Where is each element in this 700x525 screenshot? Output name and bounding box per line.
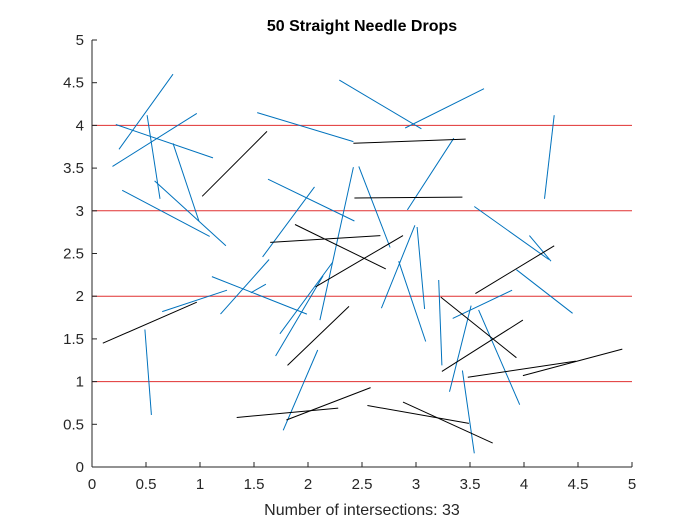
x-tick-label: 0 [88,476,96,493]
needle-segment [452,289,513,319]
axes: 0 0.5 1 1.5 2 2.5 3 3.5 4 4.5 5 0 0.5 1 1.5 2 2.5 3 3.5 4 4.… [63,32,636,493]
y-tick-label: 0.5 [63,416,84,433]
needle-segment [516,269,573,314]
needle-segment [279,261,334,335]
needle-segment [172,143,200,222]
needle-segment [286,387,371,421]
needle-segment [144,329,152,415]
needle-segment [354,196,463,199]
needle-segment [262,186,315,258]
needle-segment [315,235,404,288]
needle-segment [398,261,427,342]
needle-segments [102,73,623,454]
x-tick-label: 2.5 [352,476,373,493]
y-tick-label: 5 [76,32,84,49]
needle-segment [236,407,339,418]
needle-segment [353,138,466,144]
x-tick-label: 1 [196,476,204,493]
x-tick-label: 3 [412,476,420,493]
needle-segment [211,276,308,315]
chart-title: 50 Straight Needle Drops [267,18,457,35]
needle-segment [220,259,270,315]
needle-segment [358,166,391,248]
needle-segment [475,245,555,295]
needle-segment [115,124,214,159]
x-tick-label: 0.5 [136,476,157,493]
needle-segment [154,180,227,247]
needle-segment [404,88,485,129]
reference-lines [92,124,632,383]
x-tick-label: 1.5 [244,476,265,493]
needle-segment [522,348,623,377]
needle-segment [441,319,524,372]
x-axis-label: Number of intersections: 33 [264,502,460,519]
y-tick-label: 3 [76,203,84,220]
y-tick-label: 1.5 [63,331,84,348]
y-tick-label: 4 [76,117,84,134]
needle-segment [102,301,197,344]
x-tick-label: 5 [628,476,636,493]
needle-segment [287,306,350,366]
needle-segment [440,296,517,359]
needle-segment [529,235,552,262]
y-tick-label: 2 [76,288,84,305]
needle-segment [250,283,267,294]
x-tick-label: 2 [304,476,312,493]
needle-segment [467,360,576,378]
y-tick-label: 4.5 [63,75,84,92]
y-tick-label: 3.5 [63,160,84,177]
needle-segment [339,79,422,130]
x-tick-label: 4 [520,476,528,493]
needle-segment [474,206,550,260]
needle-segment [121,189,210,237]
needle-segment [112,112,198,167]
needle-segment [275,275,324,357]
needle-segment [319,167,354,321]
y-tick-label: 1 [76,374,84,391]
needle-segment [294,224,387,270]
needle-segment [267,178,355,222]
needle-segment [478,309,521,405]
needle-segment [257,112,354,143]
needle-segment [380,225,416,309]
x-tick-label: 4.5 [568,476,589,493]
x-tick-label: 3.5 [460,476,481,493]
needle-segment [416,226,426,310]
y-tick-label: 2.5 [63,246,84,263]
needle-segment [544,115,555,199]
needle-segment [118,73,174,150]
needle-segment [146,115,161,199]
needle-segment [282,349,319,431]
needle-segment [201,131,268,197]
needle-segment [449,305,472,392]
needle-segment [461,370,475,454]
needle-segment [367,405,469,424]
needle-segment [162,289,228,313]
needle-segment [402,401,493,444]
needle-segment [438,279,443,366]
y-tick-label: 0 [76,459,84,476]
